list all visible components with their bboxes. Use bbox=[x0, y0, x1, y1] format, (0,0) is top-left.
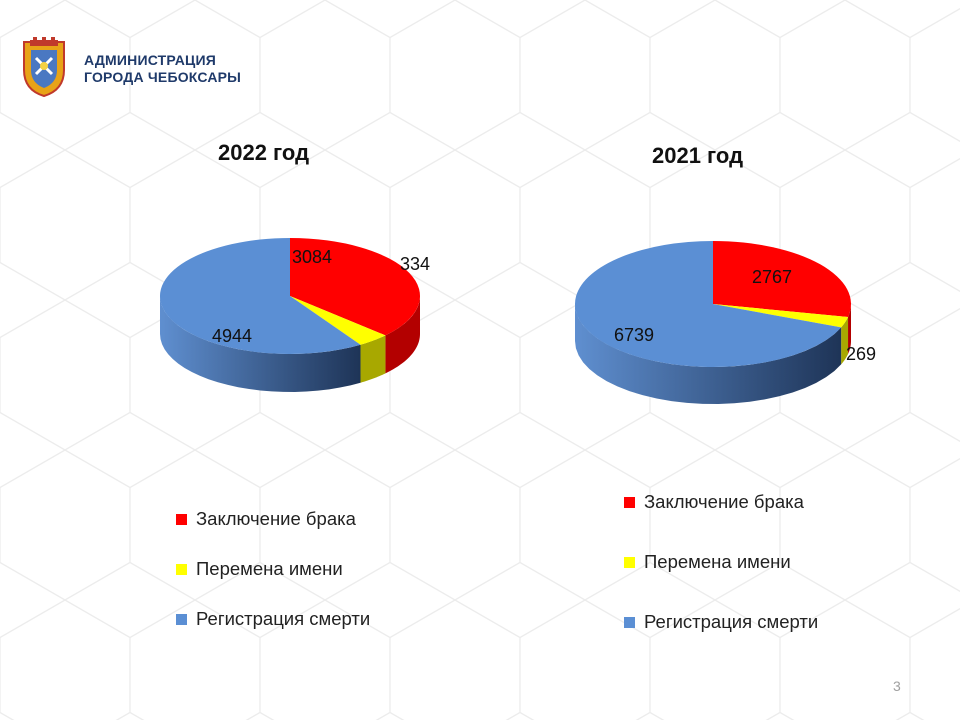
page-number: 3 bbox=[893, 678, 901, 694]
data-label-name-change: 269 bbox=[846, 344, 876, 364]
legend-swatch-death bbox=[624, 616, 635, 628]
city-emblem-icon bbox=[23, 37, 65, 98]
legend-label-death: Регистрация смерти bbox=[196, 608, 371, 629]
legend-item-death: Регистрация смерти bbox=[624, 610, 818, 634]
pie-side-marriage bbox=[385, 296, 420, 374]
pie-side-name-change bbox=[841, 316, 849, 365]
legend-label-marriage: Заключение брака bbox=[644, 491, 804, 512]
legend-label-name-change: Перемена имени bbox=[196, 558, 343, 579]
data-label-marriage: 2767 bbox=[752, 267, 792, 287]
pie-slice-death bbox=[159, 238, 361, 355]
legend-2021: Заключение брака Перемена имени Регистра… bbox=[624, 490, 818, 670]
legend-swatch-marriage bbox=[176, 513, 187, 525]
legend-label-death: Регистрация смерти bbox=[644, 611, 819, 632]
pie-slice-name-change bbox=[713, 304, 849, 328]
chart-title-2022: 2022 год bbox=[218, 140, 310, 165]
header: АДМИНИСТРАЦИЯ ГОРОДА ЧЕБОКСАРЫ bbox=[16, 36, 241, 98]
legend-item-name-change: Перемена имени bbox=[624, 550, 818, 574]
legend-swatch-name-change bbox=[624, 556, 635, 568]
pie-slice-name-change bbox=[290, 296, 386, 345]
legend-swatch-death bbox=[176, 613, 187, 625]
legend-item-death: Регистрация смерти bbox=[176, 607, 370, 631]
data-label-name-change: 334 bbox=[400, 254, 430, 274]
data-label-death: 4944 bbox=[212, 326, 252, 346]
pie-side-death bbox=[575, 304, 842, 404]
org-line-2: ГОРОДА ЧЕБОКСАРЫ bbox=[84, 69, 242, 85]
pie-side-name-change bbox=[360, 335, 386, 383]
pie-slice-marriage bbox=[290, 238, 420, 336]
chart-title-2021: 2021 год bbox=[652, 143, 744, 168]
legend-label-name-change: Перемена имени bbox=[644, 551, 791, 572]
pie-slice-death bbox=[575, 241, 842, 367]
organization-name: АДМИНИСТРАЦИЯ ГОРОДА ЧЕБОКСАРЫ bbox=[84, 52, 241, 86]
legend-swatch-name-change bbox=[176, 563, 187, 575]
pie-side-death bbox=[160, 296, 361, 392]
data-label-marriage: 3084 bbox=[292, 247, 332, 267]
legend-swatch-marriage bbox=[624, 496, 635, 508]
pie-slice-marriage bbox=[713, 241, 851, 317]
legend-label-marriage: Заключение брака bbox=[196, 508, 356, 529]
data-label-death: 6739 bbox=[614, 325, 654, 345]
pie-side-marriage bbox=[848, 304, 851, 354]
legend-2022: Заключение брака Перемена имени Регистра… bbox=[176, 507, 370, 657]
org-line-1: АДМИНИСТРАЦИЯ bbox=[84, 52, 216, 68]
legend-item-name-change: Перемена имени bbox=[176, 557, 370, 581]
legend-item-marriage: Заключение брака bbox=[176, 507, 370, 531]
legend-item-marriage: Заключение брака bbox=[624, 490, 818, 514]
